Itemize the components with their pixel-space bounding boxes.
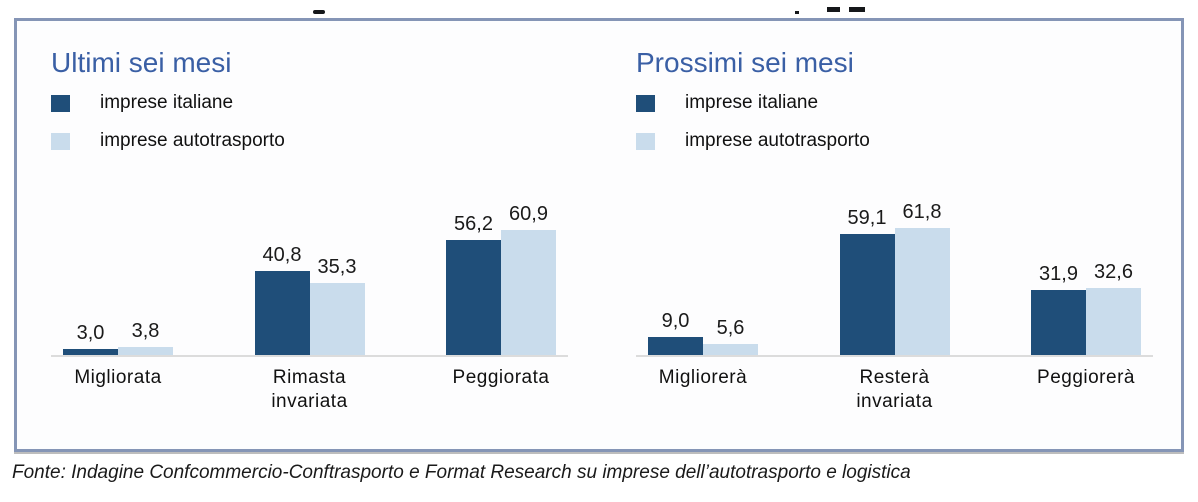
legend-label: imprese autotrasporto [685,130,870,151]
bar-value-label: 35,3 [317,256,357,278]
chart-box: Ultimi sei mesi imprese italiane imprese… [14,18,1184,452]
legend-item-imprese-autotrasporto: imprese autotrasporto [51,129,568,153]
bar-imprese-italiane [63,349,118,355]
category-label: Peggiorata [452,367,550,388]
category-axis: Migliorata Rimasta invariata Peggiorata [51,366,568,414]
cropped-text-artifact [795,11,799,14]
bar-group: 59,1 61,8 [839,201,950,355]
bar-item: 3,0 [63,322,118,355]
category-label: Migliorata [74,367,162,388]
bar-imprese-italiane [648,337,703,355]
bar-group: 56,2 60,9 [446,203,556,355]
bar-item: 56,2 [446,213,501,355]
bar-value-label: 59,1 [847,207,887,229]
cropped-text-artifact [313,10,325,14]
bar-value-label: 60,9 [509,203,548,225]
category-label: Peggiorerà [1037,367,1135,388]
bar-item: 32,6 [1086,261,1141,355]
panel-ultimi-sei-mesi: Ultimi sei mesi imprese italiane imprese… [17,21,596,449]
bar-group: 31,9 32,6 [1031,261,1141,355]
bar-value-label: 61,8 [902,201,942,223]
bar-item: 60,9 [501,203,556,355]
legend-item-imprese-italiane: imprese italiane [636,91,1153,115]
bar-group: 3,0 3,8 [63,320,173,355]
bar-item: 59,1 [839,207,895,355]
category-label: Rimasta invariata [271,367,348,412]
bar-group: 9,0 5,6 [648,310,758,355]
legend-swatch-dark-icon [636,94,655,112]
bar-plot: 3,0 3,8 40,8 35,3 56,2 60,9 [51,195,568,357]
legend-swatch-light-icon [51,132,70,150]
bar-imprese-italiane [1031,290,1086,355]
bar-imprese-autotrasporto [501,230,556,355]
bar-plot: 9,0 5,6 59,1 61,8 31,9 32,6 [636,195,1153,357]
bar-value-label: 3,8 [131,320,160,342]
legend: imprese italiane imprese autotrasporto [636,91,1153,153]
bar-imprese-autotrasporto [1086,288,1141,355]
bar-imprese-autotrasporto [309,283,365,355]
bar-item: 61,8 [894,201,950,355]
bar-item: 9,0 [648,310,703,355]
bar-group: 40,8 35,3 [254,244,365,355]
bar-imprese-autotrasporto [703,344,758,355]
bar-imprese-autotrasporto [894,228,950,355]
bar-imprese-italiane [254,271,310,355]
bar-item: 3,8 [118,320,173,355]
legend-item-imprese-italiane: imprese italiane [51,91,568,115]
category-label: Resterà invariata [856,367,933,412]
source-note: Fonte: Indagine Confcommercio-Conftraspo… [12,462,911,483]
cropped-text-artifact [827,7,840,12]
legend-label: imprese italiane [100,92,234,113]
bar-item: 35,3 [309,256,365,355]
cropped-text-artifact [849,7,865,12]
bar-value-label: 3,0 [76,322,105,344]
legend-swatch-dark-icon [51,94,70,112]
bar-item: 31,9 [1031,263,1086,355]
bar-item: 40,8 [254,244,310,355]
bar-value-label: 56,2 [454,213,493,235]
legend-label: imprese italiane [685,92,819,113]
bar-value-label: 40,8 [262,244,302,266]
legend-swatch-light-icon [636,132,655,150]
legend-label: imprese autotrasporto [100,130,285,151]
category-axis: Migliorerà Resterà invariata Peggiorerà [636,366,1153,414]
bar-value-label: 5,6 [716,317,745,339]
bar-value-label: 9,0 [661,310,690,332]
bar-value-label: 32,6 [1094,261,1133,283]
bar-imprese-autotrasporto [118,347,173,355]
panel-prossimi-sei-mesi: Prossimi sei mesi imprese italiane impre… [596,21,1181,449]
chart-title: Ultimi sei mesi [51,47,232,78]
bar-item: 5,6 [703,317,758,355]
chart-title: Prossimi sei mesi [636,47,854,78]
category-label: Migliorerà [658,367,748,388]
bar-imprese-italiane [839,234,895,355]
legend: imprese italiane imprese autotrasporto [51,91,568,153]
legend-item-imprese-autotrasporto: imprese autotrasporto [636,129,1153,153]
bar-imprese-italiane [446,240,501,355]
bar-value-label: 31,9 [1039,263,1078,285]
